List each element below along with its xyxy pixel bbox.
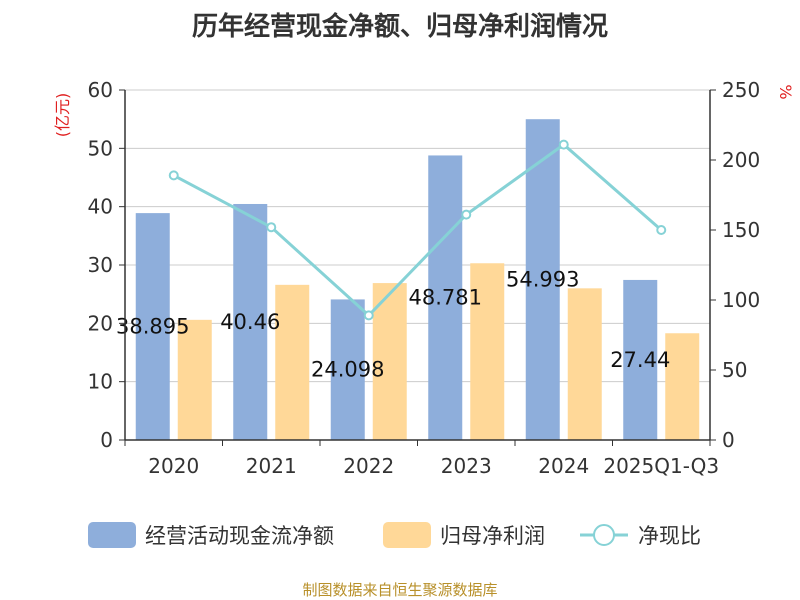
ratio-point bbox=[168, 170, 179, 181]
legend-label-cash-flow: 经营活动现金流净额 bbox=[145, 524, 334, 548]
series-ratio-line bbox=[168, 139, 667, 321]
chart-title: 历年经营现金净额、归母净利润情况 bbox=[192, 11, 608, 42]
left-tick-label: 40 bbox=[88, 195, 113, 219]
cash-flow-data-label: 24.098 bbox=[311, 358, 384, 382]
net-profit-bar bbox=[372, 283, 407, 440]
net-profit-bar bbox=[177, 319, 212, 440]
ratio-point bbox=[461, 209, 472, 220]
right-tick-label: 100 bbox=[722, 288, 760, 312]
legend-swatch-cash-flow bbox=[88, 522, 136, 548]
ratio-line bbox=[173, 142, 663, 318]
ratio-point bbox=[266, 222, 277, 233]
x-axis-ticks: 2020 2021 2022 2023 2024 2025Q1-Q3 bbox=[124, 440, 719, 478]
x-tick-label: 2023 bbox=[441, 454, 492, 478]
ratio-point bbox=[363, 310, 374, 321]
left-tick-label: 10 bbox=[88, 370, 113, 394]
cash-flow-data-label: 40.46 bbox=[220, 310, 280, 334]
right-tick-label: 50 bbox=[722, 358, 747, 382]
legend: 经营活动现金流净额 归母净利润 净现比 bbox=[88, 522, 701, 548]
left-axis-ticks: 0 10 20 30 40 50 60 bbox=[88, 78, 125, 452]
right-tick-label: 150 bbox=[722, 218, 760, 242]
legend-marker-ratio bbox=[593, 524, 615, 546]
net-profit-bar bbox=[275, 284, 310, 440]
cash-flow-bar bbox=[428, 155, 463, 441]
cash-flow-data-label: 48.781 bbox=[409, 286, 482, 310]
legend-swatch-net-profit bbox=[383, 522, 431, 548]
ratio-point bbox=[656, 225, 667, 235]
cash-flow-bar bbox=[525, 119, 560, 441]
left-axis-unit: (亿元) bbox=[53, 93, 72, 138]
data-labels: 38.895 40.46 24.098 48.781 54.993 27.44 bbox=[116, 268, 670, 382]
x-tick-label: 2020 bbox=[148, 454, 199, 478]
right-axis-unit: % bbox=[776, 84, 795, 99]
x-tick-label: 2025Q1-Q3 bbox=[603, 454, 719, 478]
net-profit-bar bbox=[470, 263, 505, 440]
left-tick-label: 60 bbox=[88, 78, 113, 102]
series-cash-flow-bars bbox=[135, 119, 658, 441]
right-tick-label: 0 bbox=[722, 428, 735, 452]
cash-flow-bar bbox=[330, 299, 365, 440]
series-net-profit-bars bbox=[177, 263, 700, 440]
net-profit-bar bbox=[665, 333, 700, 440]
legend-label-net-profit: 归母净利润 bbox=[440, 524, 545, 548]
cash-flow-data-label: 54.993 bbox=[506, 268, 579, 292]
left-tick-label: 20 bbox=[88, 311, 113, 335]
cash-flow-data-label: 27.44 bbox=[610, 348, 670, 372]
cash-flow-bar bbox=[233, 203, 268, 440]
right-tick-label: 250 bbox=[722, 78, 760, 102]
right-tick-label: 200 bbox=[722, 148, 760, 172]
x-tick-label: 2024 bbox=[538, 454, 589, 478]
ratio-point bbox=[558, 139, 569, 150]
cash-flow-data-label: 38.895 bbox=[116, 315, 189, 339]
right-axis-ticks: 0 50 100 150 200 250 bbox=[710, 78, 760, 452]
x-tick-label: 2021 bbox=[246, 454, 297, 478]
left-tick-label: 50 bbox=[88, 136, 113, 160]
source-note: 制图数据来自恒生聚源数据库 bbox=[302, 581, 497, 599]
legend-label-ratio: 净现比 bbox=[638, 524, 701, 548]
grid-lines bbox=[125, 89, 710, 383]
left-tick-label: 0 bbox=[100, 428, 113, 452]
left-tick-label: 30 bbox=[88, 253, 113, 277]
net-profit-bar bbox=[567, 288, 602, 440]
x-tick-label: 2022 bbox=[343, 454, 394, 478]
cash-flow-bar bbox=[623, 279, 658, 440]
cash-flow-bar bbox=[135, 213, 170, 440]
